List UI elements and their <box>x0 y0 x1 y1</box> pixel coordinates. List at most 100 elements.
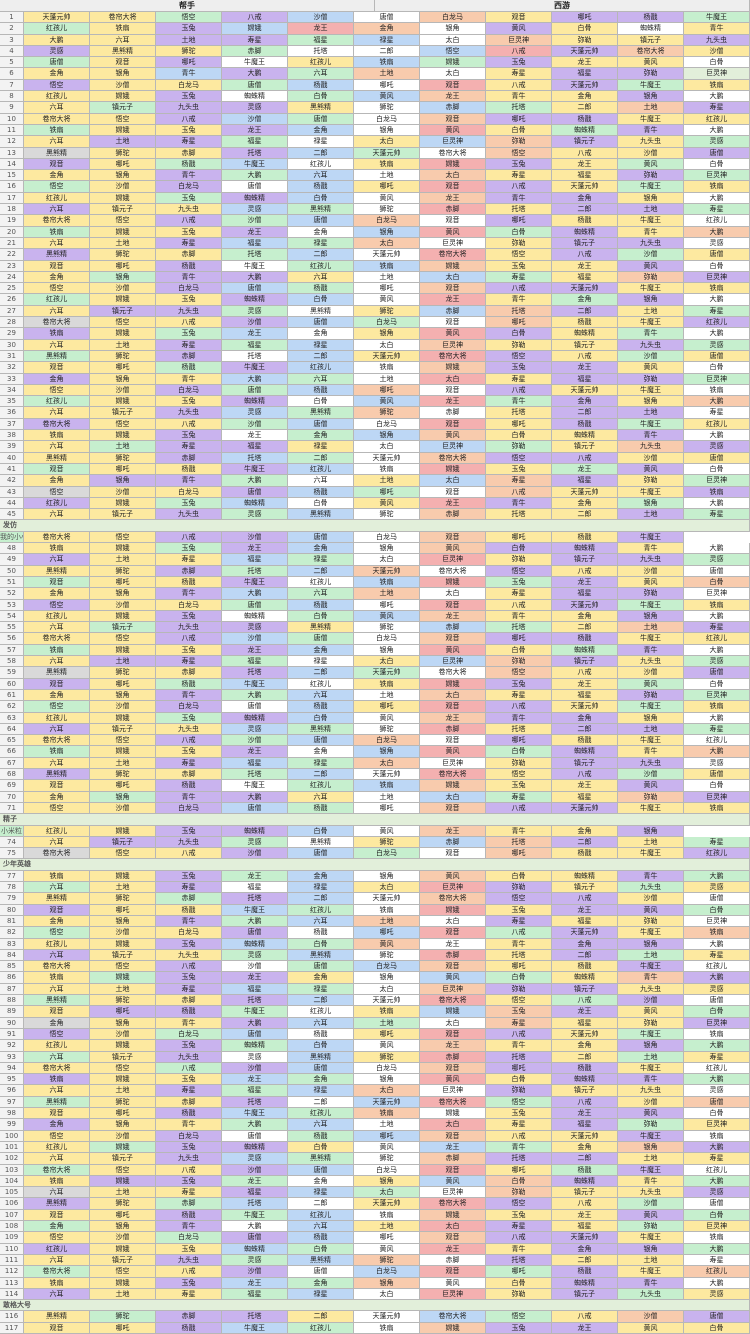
name-cell: 观音 <box>90 57 156 69</box>
name-cell: 黑熊精 <box>90 45 156 58</box>
name-cell: 观音 <box>24 260 90 272</box>
name-cell: 卷帘大将 <box>420 995 486 1007</box>
name-cell: 嫦娥 <box>222 23 288 35</box>
name-cell: 黄风 <box>354 938 420 950</box>
name-cell: 白骨 <box>288 712 354 724</box>
name-cell: 蜘蛛精 <box>222 91 288 103</box>
name-cell: 白骨 <box>684 57 750 69</box>
name-cell: 托塔 <box>486 622 552 634</box>
name-cell: 龙王 <box>222 543 288 555</box>
name-cell: 银角 <box>354 543 420 555</box>
name-cell: 银角 <box>618 1040 684 1052</box>
name-cell: 福星 <box>222 237 288 250</box>
name-cell: 白骨 <box>486 644 552 657</box>
name-cell: 哪吒 <box>486 1266 552 1278</box>
name-cell: 禄星 <box>288 1288 354 1301</box>
name-cell: 土地 <box>354 271 420 284</box>
name-cell: 沙僧 <box>90 1028 156 1041</box>
name-cell: 巨灵神 <box>420 882 486 894</box>
name-cell: 太白 <box>354 757 420 770</box>
name-cell: 金角 <box>24 915 90 928</box>
name-cell: 狮驼 <box>354 1051 420 1063</box>
name-cell: 红孩儿 <box>684 215 750 227</box>
name-cell: 灵感 <box>222 1254 288 1267</box>
name-cell: 大鹏 <box>684 644 750 657</box>
sheet-row: 52 金角 银角 青牛 大鹏 六耳 土地 太白 寿星 福星 弥勒 巨灵神 <box>0 588 750 600</box>
name-cell: 悟空 <box>90 848 156 860</box>
row-number: 5 <box>0 57 24 69</box>
name-cell: 杨戬 <box>552 531 618 544</box>
name-cell: 观音 <box>420 599 486 611</box>
name-cell: 青牛 <box>156 1221 222 1233</box>
name-cell: 哪吒 <box>90 678 156 690</box>
name-cell: 唐僧 <box>684 1198 750 1210</box>
name-cell: 观音 <box>24 1209 90 1221</box>
name-cell: 弥勒 <box>618 791 684 803</box>
sheet-row: 51 观音 哪吒 杨戬 牛魔王 红孩儿 铁扇 嫦娥 玉兔 龙王 黄风 白骨 <box>0 576 750 589</box>
name-cell: 金角 <box>24 588 90 600</box>
name-cell: 铁扇 <box>354 463 420 476</box>
name-cell: 沙僧 <box>90 486 156 498</box>
name-cell: 哪吒 <box>90 1108 156 1120</box>
name-cell: 天蓬元帅 <box>354 1311 420 1323</box>
name-cell: 龙王 <box>552 463 618 476</box>
name-cell: 观音 <box>420 1062 486 1075</box>
name-cell: 哪吒 <box>90 260 156 272</box>
name-cell: 八戒 <box>486 701 552 713</box>
row-number: 103 <box>0 1164 24 1176</box>
name-cell: 观音 <box>420 701 486 713</box>
name-cell: 六耳 <box>24 305 90 318</box>
name-cell: 铁扇 <box>684 1130 750 1142</box>
name-cell: 白骨 <box>684 463 750 476</box>
name-cell: 哪吒 <box>156 57 222 69</box>
name-cell: 太白 <box>420 915 486 928</box>
name-cell: 观音 <box>420 181 486 193</box>
name-cell: 铁扇 <box>684 599 750 611</box>
name-cell: 巨灵神 <box>420 1187 486 1199</box>
name-cell: 蜘蛛精 <box>552 124 618 137</box>
name-cell: 沙僧 <box>222 1266 288 1278</box>
name-cell: 托塔 <box>486 1153 552 1165</box>
name-cell: 哪吒 <box>486 215 552 227</box>
row-number: 26 <box>0 294 24 306</box>
name-cell: 寿星 <box>156 757 222 770</box>
name-cell: 土地 <box>618 723 684 736</box>
name-cell: 天蓬元帅 <box>354 452 420 464</box>
row-number: 43 <box>0 486 24 498</box>
name-cell: 白骨 <box>288 396 354 408</box>
name-cell: 白骨 <box>684 1209 750 1221</box>
name-cell: 青牛 <box>486 192 552 205</box>
name-cell: 牛魔王 <box>618 317 684 329</box>
name-cell: 八戒 <box>486 45 552 58</box>
name-cell: 青牛 <box>684 23 750 35</box>
name-cell: 大鹏 <box>684 1175 750 1188</box>
name-cell: 铁扇 <box>354 57 420 69</box>
name-cell: 银角 <box>618 1243 684 1255</box>
sheet-row: 8 红孩儿 嫦娥 玉兔 蜘蛛精 白骨 黄风 龙王 青牛 金角 银角 大鹏 <box>0 91 750 103</box>
name-cell: 白骨 <box>486 543 552 555</box>
name-cell: 玉兔 <box>156 610 222 623</box>
name-cell: 灵感 <box>24 45 90 58</box>
name-cell: 禄星 <box>288 136 354 148</box>
name-cell: 白骨 <box>684 1108 750 1120</box>
name-cell: 杨戬 <box>156 904 222 916</box>
name-cell: 嫦娥 <box>420 1006 486 1018</box>
sheet-row: 34 悟空 沙僧 白龙马 唐僧 杨戬 哪吒 观音 八戒 天蓬元帅 牛魔王 铁扇 <box>0 384 750 397</box>
name-cell: 镇元子 <box>552 441 618 453</box>
name-cell: 哪吒 <box>486 1164 552 1176</box>
name-cell: 黄风 <box>486 23 552 35</box>
name-cell: 托塔 <box>486 407 552 419</box>
name-cell: 八戒 <box>156 531 222 544</box>
sheet-row: 87 六耳 土地 寿星 福星 禄星 太白 巨灵神 弥勒 镇元子 九头虫 灵感 <box>0 983 750 996</box>
name-cell: 大鹏 <box>684 712 750 724</box>
name-cell: 悟空 <box>90 531 156 544</box>
name-cell: 福星 <box>552 689 618 702</box>
name-cell: 黄风 <box>618 1322 684 1334</box>
name-cell: 玉兔 <box>486 904 552 916</box>
name-cell: 蜘蛛精 <box>222 610 288 623</box>
sheet-row: 117 观音 哪吒 杨戬 牛魔王 红孩儿 铁扇 嫦娥 玉兔 龙王 黄风 白骨 <box>0 1322 750 1334</box>
row-number: 小米粒 <box>0 825 24 837</box>
name-cell: 嫦娥 <box>420 780 486 792</box>
name-cell: 镇元子 <box>552 136 618 148</box>
name-cell: 牛魔王 <box>618 531 684 544</box>
